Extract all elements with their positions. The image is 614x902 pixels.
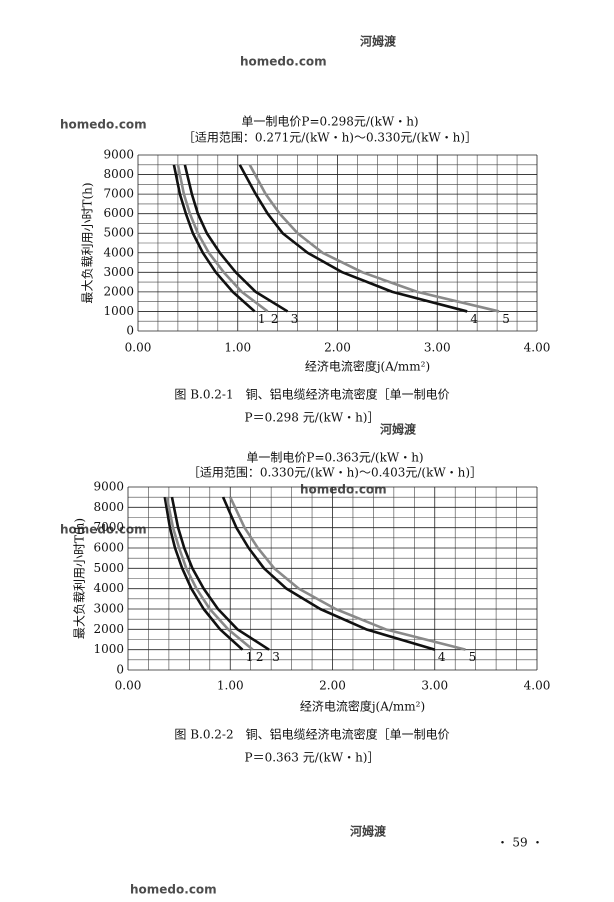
watermark: homedo.com xyxy=(60,118,147,132)
x-axis-label: 经济电流密度j(A/mm²) xyxy=(305,359,430,374)
y-tick-label: 4000 xyxy=(103,245,134,259)
y-tick-label: 8000 xyxy=(103,167,134,181)
watermark: homedo.com xyxy=(300,483,387,497)
x-tick-label: 1.00 xyxy=(224,341,251,355)
curve xyxy=(183,164,289,313)
watermark: homedo.com xyxy=(130,883,217,897)
x-tick-label: 0.00 xyxy=(115,679,142,693)
curve xyxy=(165,496,254,651)
curve-label: 5 xyxy=(469,650,477,664)
curve-label: 3 xyxy=(291,312,299,326)
y-tick-label: 0 xyxy=(116,663,124,677)
y-axis-label: 最大负载利用小时T(h) xyxy=(73,518,87,639)
watermark: 河姆渡 xyxy=(349,824,387,839)
y-tick-label: 4000 xyxy=(93,581,124,595)
y-tick-label: 9000 xyxy=(93,480,124,494)
x-tick-label: 2.00 xyxy=(324,341,351,355)
curve-label: 4 xyxy=(470,312,478,326)
x-tick-label: 1.00 xyxy=(217,679,244,693)
chart-subtitle: ［适用范围：0.330元/(kW・h)～0.403元/(kW・h)］ xyxy=(188,466,482,480)
y-tick-label: 9000 xyxy=(103,148,134,162)
curve-label: 1 xyxy=(246,650,254,664)
curve xyxy=(238,164,468,313)
y-tick-label: 7000 xyxy=(93,520,124,534)
figure-caption: P＝0.363 元/(kW・h)］ xyxy=(245,751,380,765)
watermark: 河姆渡 xyxy=(359,34,397,49)
curve xyxy=(172,164,256,313)
y-tick-label: 2000 xyxy=(93,622,124,636)
x-tick-label: 3.00 xyxy=(424,341,451,355)
curve xyxy=(176,164,269,313)
y-tick-label: 8000 xyxy=(93,500,124,514)
watermark: 河姆渡 xyxy=(379,422,417,437)
curve-label: 5 xyxy=(502,312,510,326)
y-tick-label: 3000 xyxy=(93,602,124,616)
figure-caption: 图 B.0.2-1 铜、铝电缆经济电流密度［单一制电价 xyxy=(174,387,449,402)
x-tick-label: 0.00 xyxy=(125,341,152,355)
page-number: ・ 59 ・ xyxy=(497,836,544,850)
figure-caption: 图 B.0.2-2 铜、铝电缆经济电流密度［单一制电价 xyxy=(174,727,449,742)
x-tick-label: 3.00 xyxy=(421,679,448,693)
curve-label: 1 xyxy=(258,312,266,326)
curve xyxy=(248,164,500,313)
y-tick-label: 6000 xyxy=(103,206,134,220)
x-tick-label: 2.00 xyxy=(319,679,346,693)
watermark: homedo.com xyxy=(60,523,147,537)
y-tick-label: 5000 xyxy=(93,561,124,575)
y-tick-label: 7000 xyxy=(103,187,134,201)
curve-label: 2 xyxy=(256,650,264,664)
curve-label: 2 xyxy=(271,312,279,326)
curve xyxy=(170,496,270,651)
y-tick-label: 6000 xyxy=(93,541,124,555)
x-axis-label: 经济电流密度j(A/mm²) xyxy=(300,699,425,714)
y-tick-label: 0 xyxy=(126,324,134,338)
chart-title: 单一制电价P=0.363元/(kW・h) xyxy=(246,451,423,465)
figure-caption: P＝0.298 元/(kW・h)］ xyxy=(245,411,380,425)
x-tick-label: 4.00 xyxy=(524,341,551,355)
chart-title: 单一制电价P=0.298元/(kW・h) xyxy=(241,115,418,129)
chart-subtitle: ［适用范围：0.271元/(kW・h)～0.330元/(kW・h)］ xyxy=(183,131,477,145)
curve xyxy=(221,496,436,651)
curve-label: 3 xyxy=(272,650,280,664)
y-tick-label: 1000 xyxy=(93,642,124,656)
watermark: homedo.com xyxy=(240,55,327,69)
curve xyxy=(229,496,466,651)
curve xyxy=(163,496,244,651)
y-tick-label: 3000 xyxy=(103,265,134,279)
y-axis-label: 最大负载利用小时T(h) xyxy=(81,182,95,303)
curve-label: 4 xyxy=(438,650,446,664)
y-tick-label: 1000 xyxy=(103,304,134,318)
y-tick-label: 5000 xyxy=(103,226,134,240)
x-tick-label: 4.00 xyxy=(524,679,551,693)
y-tick-label: 2000 xyxy=(103,284,134,298)
